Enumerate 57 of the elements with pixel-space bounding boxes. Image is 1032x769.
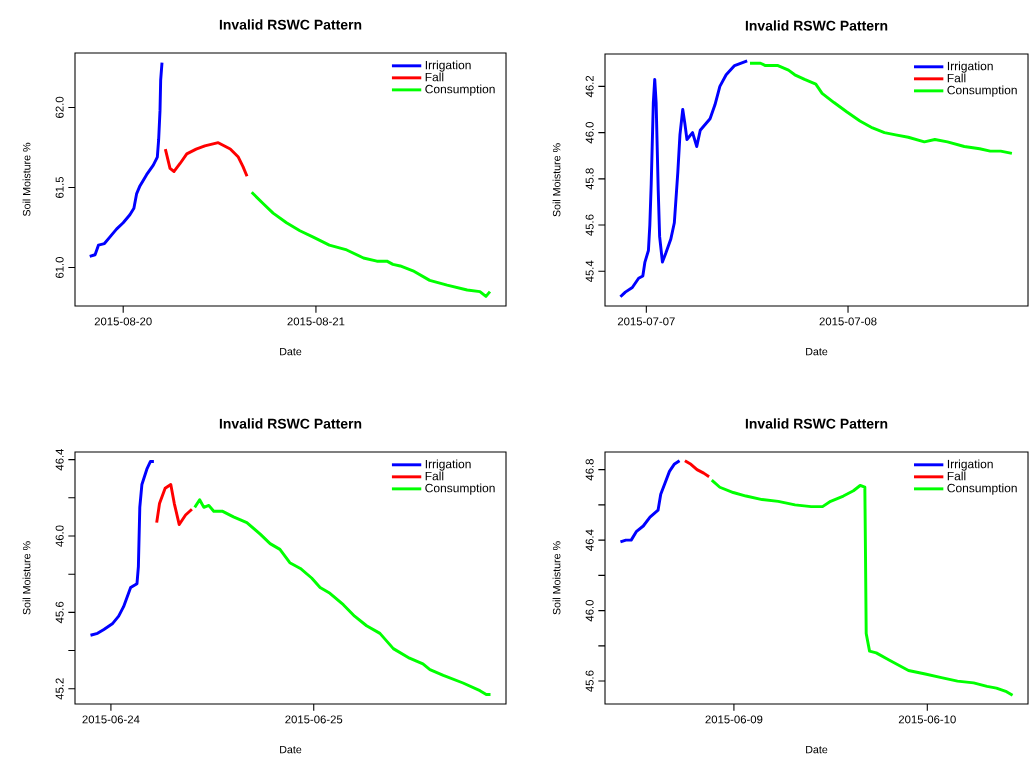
y-tick-label: 62.0 — [55, 96, 64, 118]
legend-label: Fall — [947, 471, 966, 481]
y-tick-label: 45.4 — [585, 260, 594, 283]
x-tick-label: 2015-06-24 — [82, 715, 140, 724]
chart-title: Invalid RSWC Pattern — [219, 19, 362, 30]
x-axis-title: Date — [806, 745, 828, 754]
line-series — [618, 459, 682, 544]
y-tick-label: 61.5 — [55, 176, 64, 198]
y-tick-label: 46.0 — [585, 122, 594, 144]
y-tick-label: 46.0 — [585, 600, 594, 622]
y-tick-label: 45.8 — [585, 168, 594, 190]
line-series — [88, 61, 164, 258]
y-tick-label: 46.8 — [585, 459, 594, 481]
line-series — [89, 460, 156, 637]
x-tick-label: 2015-08-20 — [94, 317, 152, 326]
line-series — [250, 190, 492, 298]
line-series — [683, 459, 711, 479]
y-axis-title: Soil Moisture % — [552, 541, 561, 615]
y-axis-title: Soil Moisture % — [22, 541, 31, 615]
y-axis-title: Soil Moisture % — [22, 142, 31, 217]
y-tick-label: 45.2 — [55, 678, 64, 700]
chart-title: Invalid RSWC Pattern — [219, 418, 362, 429]
x-tick-label: 2015-06-25 — [285, 715, 343, 724]
legend-label: Fall — [425, 471, 444, 481]
line-series — [155, 482, 194, 527]
y-tick-label: 46.0 — [55, 525, 64, 547]
x-tick-label: 2015-08-21 — [287, 317, 345, 326]
legend-label: Consumption — [947, 483, 1017, 495]
x-tick-label: 2015-07-07 — [617, 317, 675, 326]
legend-label: Irrigation — [947, 61, 993, 73]
x-axis-title: Date — [280, 347, 302, 356]
legend-label: Consumption — [425, 84, 495, 96]
chart-title: Invalid RSWC Pattern — [745, 20, 888, 31]
legend-label: Irrigation — [425, 60, 471, 72]
y-tick-label: 61.0 — [55, 256, 64, 279]
legend-label: Irrigation — [947, 459, 993, 471]
y-axis-title: Soil Moisture % — [552, 143, 561, 217]
line-series — [193, 498, 492, 696]
y-tick-label: 45.6 — [585, 670, 594, 692]
x-tick-label: 2015-06-09 — [705, 715, 763, 724]
y-tick-label: 45.6 — [55, 601, 64, 624]
y-tick-label: 46.4 — [55, 448, 64, 471]
x-tick-label: 2015-07-08 — [819, 317, 877, 326]
x-axis-title: Date — [806, 347, 828, 356]
y-tick-label: 45.6 — [585, 214, 594, 236]
legend-label: Irrigation — [425, 459, 471, 471]
line-series — [618, 59, 749, 299]
legend-label: Consumption — [425, 483, 495, 495]
line-series — [163, 141, 249, 178]
legend-label: Fall — [947, 73, 966, 83]
y-tick-label: 46.2 — [585, 75, 594, 98]
legend-label: Consumption — [947, 85, 1017, 97]
x-axis-title: Date — [280, 745, 302, 754]
y-tick-label: 46.4 — [585, 529, 594, 551]
x-tick-label: 2015-06-10 — [898, 715, 956, 724]
legend-label: Fall — [425, 72, 444, 82]
chart-title: Invalid RSWC Pattern — [745, 418, 888, 429]
